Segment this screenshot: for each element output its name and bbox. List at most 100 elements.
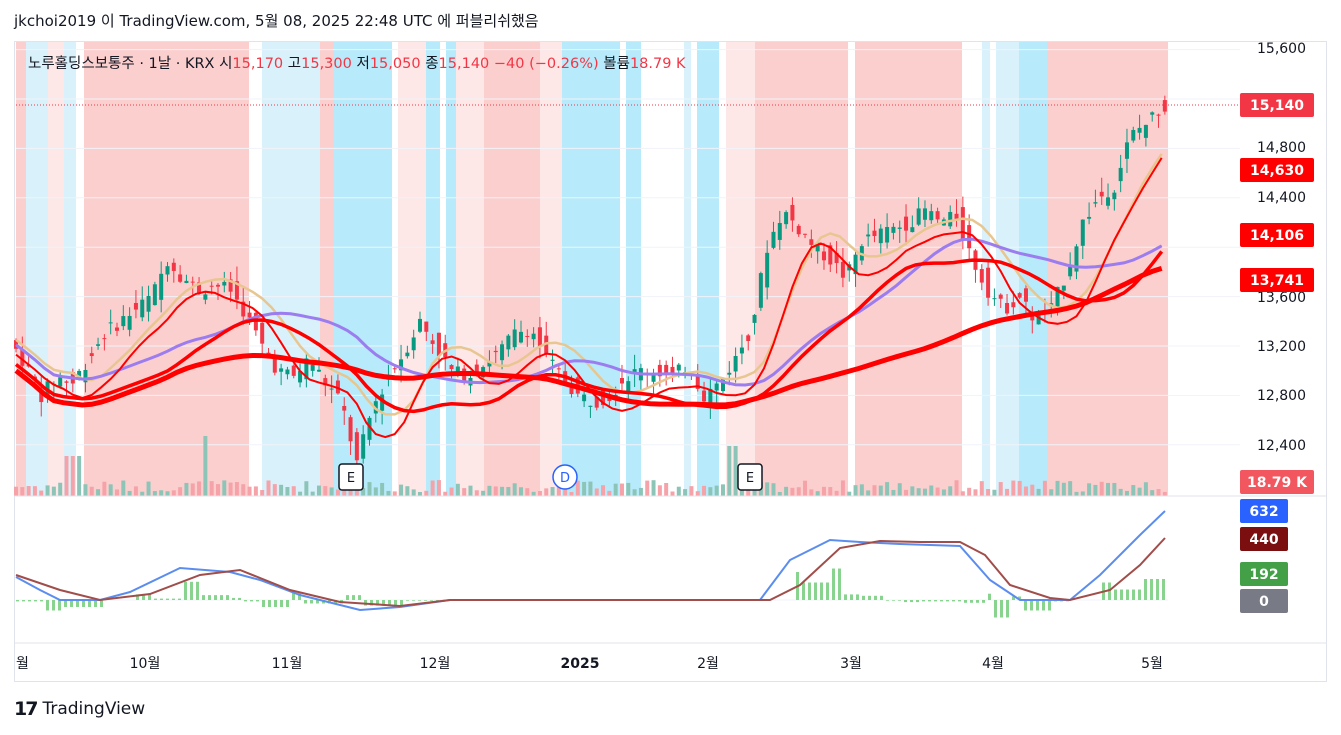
price-label-bg (1240, 268, 1314, 292)
macd-hist-bar (34, 600, 37, 602)
volume-bar (1099, 481, 1104, 496)
candle-body (14, 340, 18, 349)
volume-bar (790, 487, 795, 496)
earnings-icon (737, 463, 763, 491)
volume-bar (184, 482, 189, 496)
volume-bar (373, 487, 378, 496)
volume-bar (449, 487, 454, 496)
candle-body (853, 254, 858, 275)
macd-hist-bar (76, 600, 79, 607)
macd-hist-bar (964, 600, 967, 603)
price-tick: 13,200 (1257, 339, 1306, 355)
candle-body (746, 335, 751, 341)
candle-body (209, 285, 214, 287)
candle-body (872, 230, 877, 237)
candle-body (518, 331, 523, 343)
bg-band-8 (398, 42, 426, 496)
volume-bar (51, 486, 56, 496)
volume-bar (272, 484, 277, 496)
macd-hist-bar (316, 600, 319, 604)
candle-body (904, 216, 909, 231)
volume-bar (1011, 480, 1016, 496)
candle-body (342, 406, 347, 411)
volume-bar (234, 482, 239, 496)
candle-body (885, 227, 890, 243)
candle-body (1055, 286, 1060, 309)
candle-body (304, 358, 309, 380)
candle-body (329, 388, 334, 390)
candle-body (727, 372, 732, 375)
candle-body (77, 370, 82, 378)
volume-bar (910, 486, 915, 496)
macd-hist-bar (376, 600, 379, 606)
ma-red-thick (14, 266, 1163, 408)
dividend-icon (552, 464, 578, 490)
volume-bar (1023, 486, 1028, 496)
volume-bar (45, 485, 50, 496)
macd-hist-bar (868, 595, 871, 600)
volume-bar (992, 489, 997, 496)
volume-bar (58, 482, 63, 496)
volume-bar (708, 487, 713, 496)
volume-bar (601, 485, 606, 496)
candle-body (298, 370, 303, 383)
volume-bar (897, 483, 902, 496)
bg-band-6 (320, 42, 334, 496)
macd-hist-bar (862, 595, 865, 600)
price-grid (16, 49, 1240, 446)
candle-body (664, 364, 669, 374)
candle-body (1017, 293, 1022, 298)
volume-bar (657, 485, 662, 496)
volume-bar (1036, 488, 1041, 496)
volume-bar (544, 488, 549, 496)
time-tick: 4월 (982, 656, 1004, 672)
candle-body (96, 344, 101, 346)
candle-body (619, 378, 624, 384)
candle-body (771, 231, 776, 248)
volume-bar (720, 484, 725, 496)
volume-bar (335, 489, 340, 496)
volume-bar (619, 483, 624, 496)
candle-body (58, 377, 63, 387)
macd-hist-bar (22, 600, 25, 602)
volume-bar (821, 486, 826, 496)
candle-body (803, 233, 808, 235)
candle-body (39, 390, 44, 403)
volume-bar (929, 485, 934, 496)
candle-body (777, 222, 782, 240)
candle-body (190, 281, 195, 283)
legend-part: 15,300 (301, 56, 356, 72)
price-tick: 15,600 (1257, 41, 1306, 57)
legend-part: 시 (219, 56, 232, 72)
volume-bar (556, 485, 561, 496)
event-label: D (560, 471, 570, 486)
candle-body (544, 335, 549, 354)
candle-body (323, 378, 328, 386)
bg-band-12 (484, 42, 540, 496)
volume-bar (209, 481, 214, 496)
volume-bar (146, 481, 151, 496)
macd-pane (15, 510, 1168, 618)
volume-bar (922, 488, 927, 496)
macd-hist-bar (1126, 589, 1129, 600)
bg-band-15 (626, 42, 641, 496)
macd-hist-bar (286, 600, 289, 607)
volume-bar (588, 481, 593, 496)
macd-hist-bar (844, 594, 847, 600)
volume-bar (474, 490, 479, 496)
macd-hist-bar (292, 593, 295, 600)
volume-bar (1055, 480, 1060, 496)
bg-band-14 (562, 42, 620, 496)
candle-body (83, 369, 88, 383)
footer-brand[interactable]: 17 TradingView (14, 698, 145, 720)
macd-hist-bar (220, 595, 223, 600)
candle-body (165, 266, 170, 275)
candle-body (992, 298, 997, 300)
volume-bar (430, 480, 435, 496)
volume-bar (291, 486, 296, 496)
candle-body (399, 359, 404, 371)
candle-body (1131, 129, 1136, 141)
candle-body (1005, 303, 1010, 314)
volume-bar (1061, 482, 1066, 496)
